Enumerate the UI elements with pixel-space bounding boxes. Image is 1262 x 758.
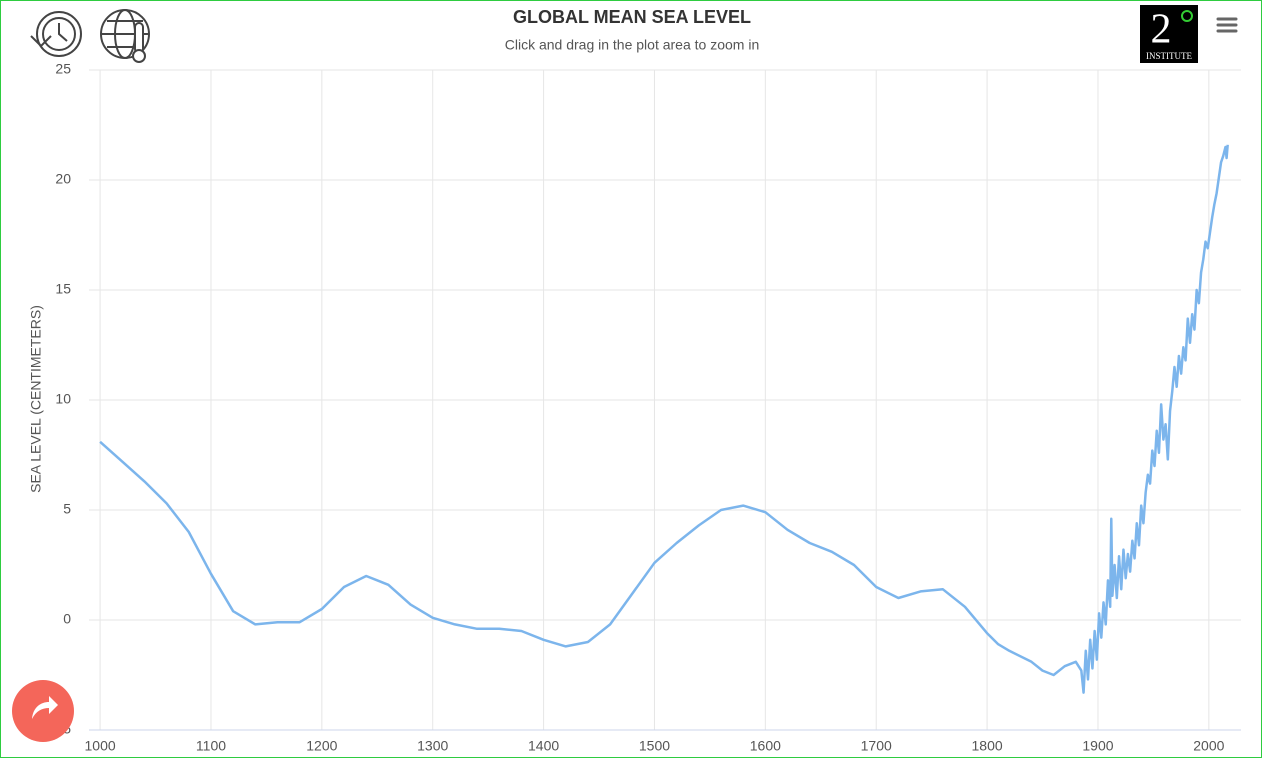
y-tick-label: 25 [55, 61, 71, 77]
x-tick-label: 1900 [1082, 738, 1113, 754]
x-tick-label: 1000 [85, 738, 116, 754]
y-tick-label: 20 [55, 171, 71, 187]
chart-title: GLOBAL MEAN SEA LEVEL [513, 7, 751, 27]
x-tick-label: 1100 [196, 738, 226, 754]
logo-text: INSTITUTE [1146, 51, 1192, 61]
x-tick-label: 1200 [306, 738, 337, 754]
logo[interactable]: 2 INSTITUTE [1140, 5, 1198, 63]
y-tick-label: 15 [55, 281, 71, 297]
share-button[interactable] [12, 680, 74, 742]
history-icon[interactable] [30, 11, 82, 57]
climate-icon[interactable] [100, 9, 150, 63]
x-tick-label: 1400 [528, 738, 559, 754]
y-tick-label: 0 [63, 611, 71, 627]
x-tick-label: 2000 [1193, 738, 1224, 754]
data-line [99, 144, 1229, 694]
y-tick-label: 5 [63, 501, 71, 517]
y-tick-label: 10 [55, 391, 71, 407]
y-axis-label: SEA LEVEL (CENTIMETERS) [28, 305, 44, 493]
x-tick-label: 1800 [972, 738, 1003, 754]
x-tick-label: 1500 [639, 738, 670, 754]
x-tick-label: 1300 [417, 738, 448, 754]
x-tick-label: 1600 [750, 738, 781, 754]
logo-number: 2 [1151, 7, 1172, 53]
x-tick-label: 1700 [861, 738, 892, 754]
chart-subtitle: Click and drag in the plot area to zoom … [505, 37, 759, 53]
menu-button[interactable] [1216, 17, 1238, 33]
